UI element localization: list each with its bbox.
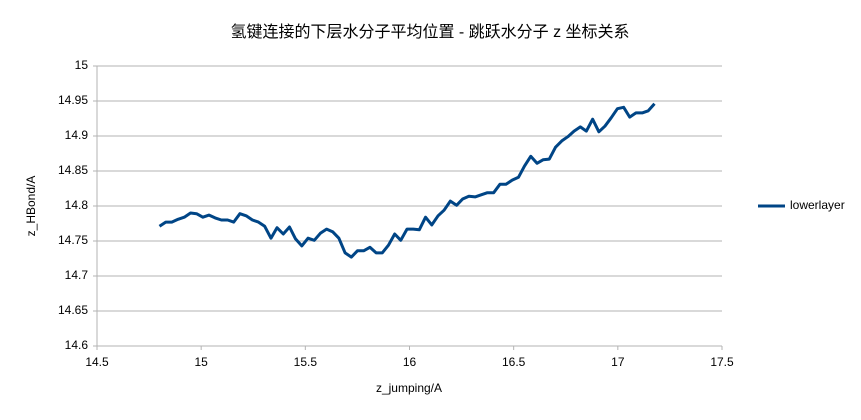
legend-label: lowerlayer xyxy=(790,198,845,212)
x-tick-label: 17.5 xyxy=(710,355,734,369)
y-tick-label: 14.9 xyxy=(65,128,89,142)
y-tick-label: 14.8 xyxy=(65,198,89,212)
y-tick-label: 14.95 xyxy=(58,93,88,107)
data-line xyxy=(158,102,656,259)
y-tick-label: 14.6 xyxy=(65,338,89,352)
x-tick-label: 15.5 xyxy=(294,355,318,369)
y-tick-label: 14.85 xyxy=(58,163,88,177)
chart-title: 氢键连接的下层水分子平均位置 - 跳跃水分子 z 坐标关系 xyxy=(230,23,629,41)
x-tick-label: 16.5 xyxy=(502,355,526,369)
x-axis-title: z_jumping/A xyxy=(376,381,442,395)
y-axis-title: z_HBond/A xyxy=(24,176,38,237)
y-tick-label: 14.75 xyxy=(58,233,88,247)
y-tick-label: 14.7 xyxy=(65,268,89,282)
y-tick-label: 15 xyxy=(75,58,89,72)
x-tick-label: 16 xyxy=(403,355,417,369)
x-tick-label: 15 xyxy=(194,355,208,369)
x-tick-label: 14.5 xyxy=(85,355,109,369)
y-tick-label: 14.65 xyxy=(58,303,88,317)
x-tick-label: 17 xyxy=(611,355,625,369)
